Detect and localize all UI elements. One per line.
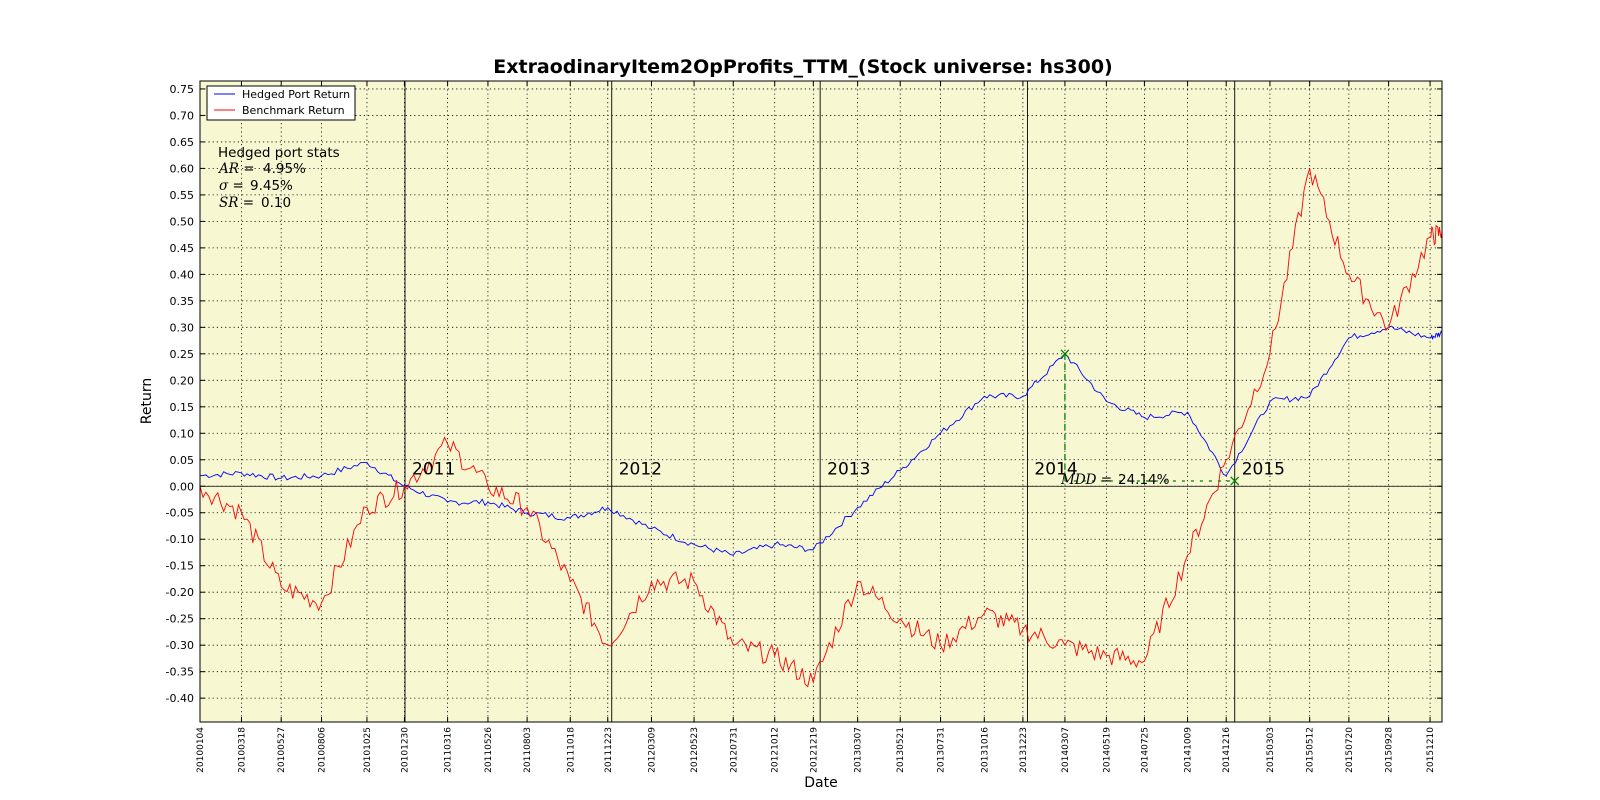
x-tick-label: 20150720 bbox=[1345, 727, 1355, 773]
y-tick-label: 0.55 bbox=[170, 189, 195, 202]
x-axis-label: Date bbox=[804, 775, 837, 791]
x-tick-label: 20141216 bbox=[1222, 727, 1232, 773]
series-line-hedged bbox=[199, 325, 1443, 556]
y-tick-label: 0.40 bbox=[170, 268, 195, 281]
series-layer bbox=[199, 168, 1443, 688]
x-tick-label: 20131016 bbox=[980, 727, 990, 773]
y-tick-label: 0.35 bbox=[170, 295, 195, 308]
x-tick-label: 20120523 bbox=[690, 727, 700, 773]
y-tick-label: -0.15 bbox=[166, 560, 194, 573]
y-tick-label: 0.25 bbox=[170, 348, 195, 361]
stats-sr-symbol: SR = bbox=[219, 195, 254, 211]
x-tick-label: 20141009 bbox=[1184, 727, 1194, 773]
year-label: 2013 bbox=[827, 460, 870, 480]
x-tick-label: 20120731 bbox=[729, 727, 739, 773]
x-tick-label: 20101230 bbox=[400, 727, 410, 773]
mdd-value: 24.14% bbox=[1118, 472, 1170, 488]
legend-label-benchmark: Benchmark Return bbox=[242, 104, 345, 117]
stats-sigma-symbol: σ = bbox=[219, 178, 244, 194]
chart-title: ExtraodinaryItem2OpProfits_TTM_(Stock un… bbox=[493, 56, 1113, 78]
mdd-trough-marker-stroke bbox=[1230, 476, 1240, 486]
x-tick-label: 20121219 bbox=[809, 727, 819, 773]
x-tick-label: 20140307 bbox=[1061, 727, 1071, 773]
y-tick-label: -0.05 bbox=[166, 507, 194, 520]
mdd-annotation: MDD = 24.14% bbox=[1060, 472, 1170, 488]
stats-ar-symbol: AR = bbox=[217, 161, 255, 177]
x-tick-label: 20100104 bbox=[196, 727, 206, 773]
y-tick-label: -0.30 bbox=[166, 639, 194, 652]
stats-ar-value: 4.95% bbox=[263, 161, 306, 177]
y-tick-label: 0.00 bbox=[170, 480, 195, 493]
mdd-peak-marker-stroke bbox=[1060, 349, 1070, 359]
legend: Hedged Port Return Benchmark Return bbox=[206, 85, 356, 121]
x-tick-label: 20130307 bbox=[854, 727, 864, 773]
y-tick-label: 0.65 bbox=[170, 136, 195, 149]
x-tick-label: 20100527 bbox=[277, 727, 287, 773]
x-tick-label: 20131223 bbox=[1019, 727, 1029, 773]
series-line-benchmark bbox=[199, 168, 1443, 688]
x-tick-label: 20120309 bbox=[647, 727, 657, 773]
y-tick-label: 0.50 bbox=[170, 215, 195, 228]
x-tick-label: 20150928 bbox=[1385, 727, 1395, 773]
x-tick-label: 20140519 bbox=[1102, 727, 1112, 773]
x-tick-label: 20111018 bbox=[566, 727, 576, 773]
plot-frame bbox=[199, 80, 1443, 723]
x-tick-label: 20150512 bbox=[1306, 727, 1316, 773]
stats-sr-value: 0.10 bbox=[261, 195, 291, 211]
x-tick-label: 20130521 bbox=[896, 727, 906, 773]
y-tick-label: 0.45 bbox=[170, 242, 195, 255]
x-tick-label: 20110803 bbox=[523, 727, 533, 773]
x-tick-label: 20100806 bbox=[318, 727, 328, 773]
x-tick-label: 20151210 bbox=[1426, 727, 1436, 773]
y-axis-ticks: 0.75 0.70 0.65 0.60 0.55 0.50 0.45 0.40 0.35 0.30… bbox=[166, 83, 1442, 705]
y-tick-label: -0.40 bbox=[166, 692, 194, 705]
max-drawdown-markers bbox=[1060, 349, 1240, 486]
x-tick-label: 20101025 bbox=[363, 727, 373, 773]
mdd-symbol: MDD = bbox=[1060, 472, 1112, 488]
x-tick-label: 20140725 bbox=[1140, 727, 1150, 773]
stats-heading: Hedged port stats bbox=[218, 145, 340, 161]
y-tick-label: 0.60 bbox=[170, 162, 195, 175]
y-tick-label: -0.35 bbox=[166, 666, 194, 679]
year-label: 2011 bbox=[412, 460, 455, 480]
y-tick-label: 0.75 bbox=[170, 83, 195, 96]
x-tick-label: 20100318 bbox=[237, 727, 247, 773]
x-axis-ticks: 20100104 20100318 20100527 20100806 20101025… bbox=[196, 81, 1436, 773]
stats-sigma-value: 9.45% bbox=[250, 178, 293, 194]
y-tick-label: 0.30 bbox=[170, 321, 195, 334]
y-tick-label: 0.05 bbox=[170, 454, 195, 467]
mdd-peak-marker bbox=[1060, 349, 1070, 359]
y-tick-label: -0.10 bbox=[166, 533, 194, 546]
x-tick-label: 20121012 bbox=[771, 727, 781, 773]
x-tick-label: 20111223 bbox=[604, 727, 614, 773]
year-label: 2015 bbox=[1242, 460, 1285, 480]
year-label: 2012 bbox=[619, 460, 662, 480]
year-labels: 2011 2012 2013 2014 2015 bbox=[412, 460, 1285, 480]
year-label: 2014 bbox=[1034, 460, 1077, 480]
x-tick-label: 20110316 bbox=[444, 727, 454, 773]
x-tick-label: 20130731 bbox=[937, 727, 947, 773]
x-tick-label: 20150303 bbox=[1266, 727, 1276, 773]
mdd-trough-marker bbox=[1230, 476, 1240, 486]
year-divider-lines bbox=[404, 81, 1236, 722]
x-tick-label: 20110526 bbox=[484, 727, 494, 773]
stats-annotation: Hedged port stats AR = 4.95% σ = 9.45% S… bbox=[217, 145, 340, 211]
y-tick-label: 0.10 bbox=[170, 427, 195, 440]
y-tick-label: 0.20 bbox=[170, 374, 195, 387]
plot-area bbox=[200, 81, 1442, 722]
y-axis-label: Return bbox=[139, 378, 155, 424]
y-tick-label: 0.15 bbox=[170, 401, 195, 414]
y-tick-label: 0.70 bbox=[170, 109, 195, 122]
y-tick-label: -0.20 bbox=[166, 586, 194, 599]
y-tick-label: -0.25 bbox=[166, 613, 194, 626]
legend-label-hedged: Hedged Port Return bbox=[242, 88, 350, 101]
